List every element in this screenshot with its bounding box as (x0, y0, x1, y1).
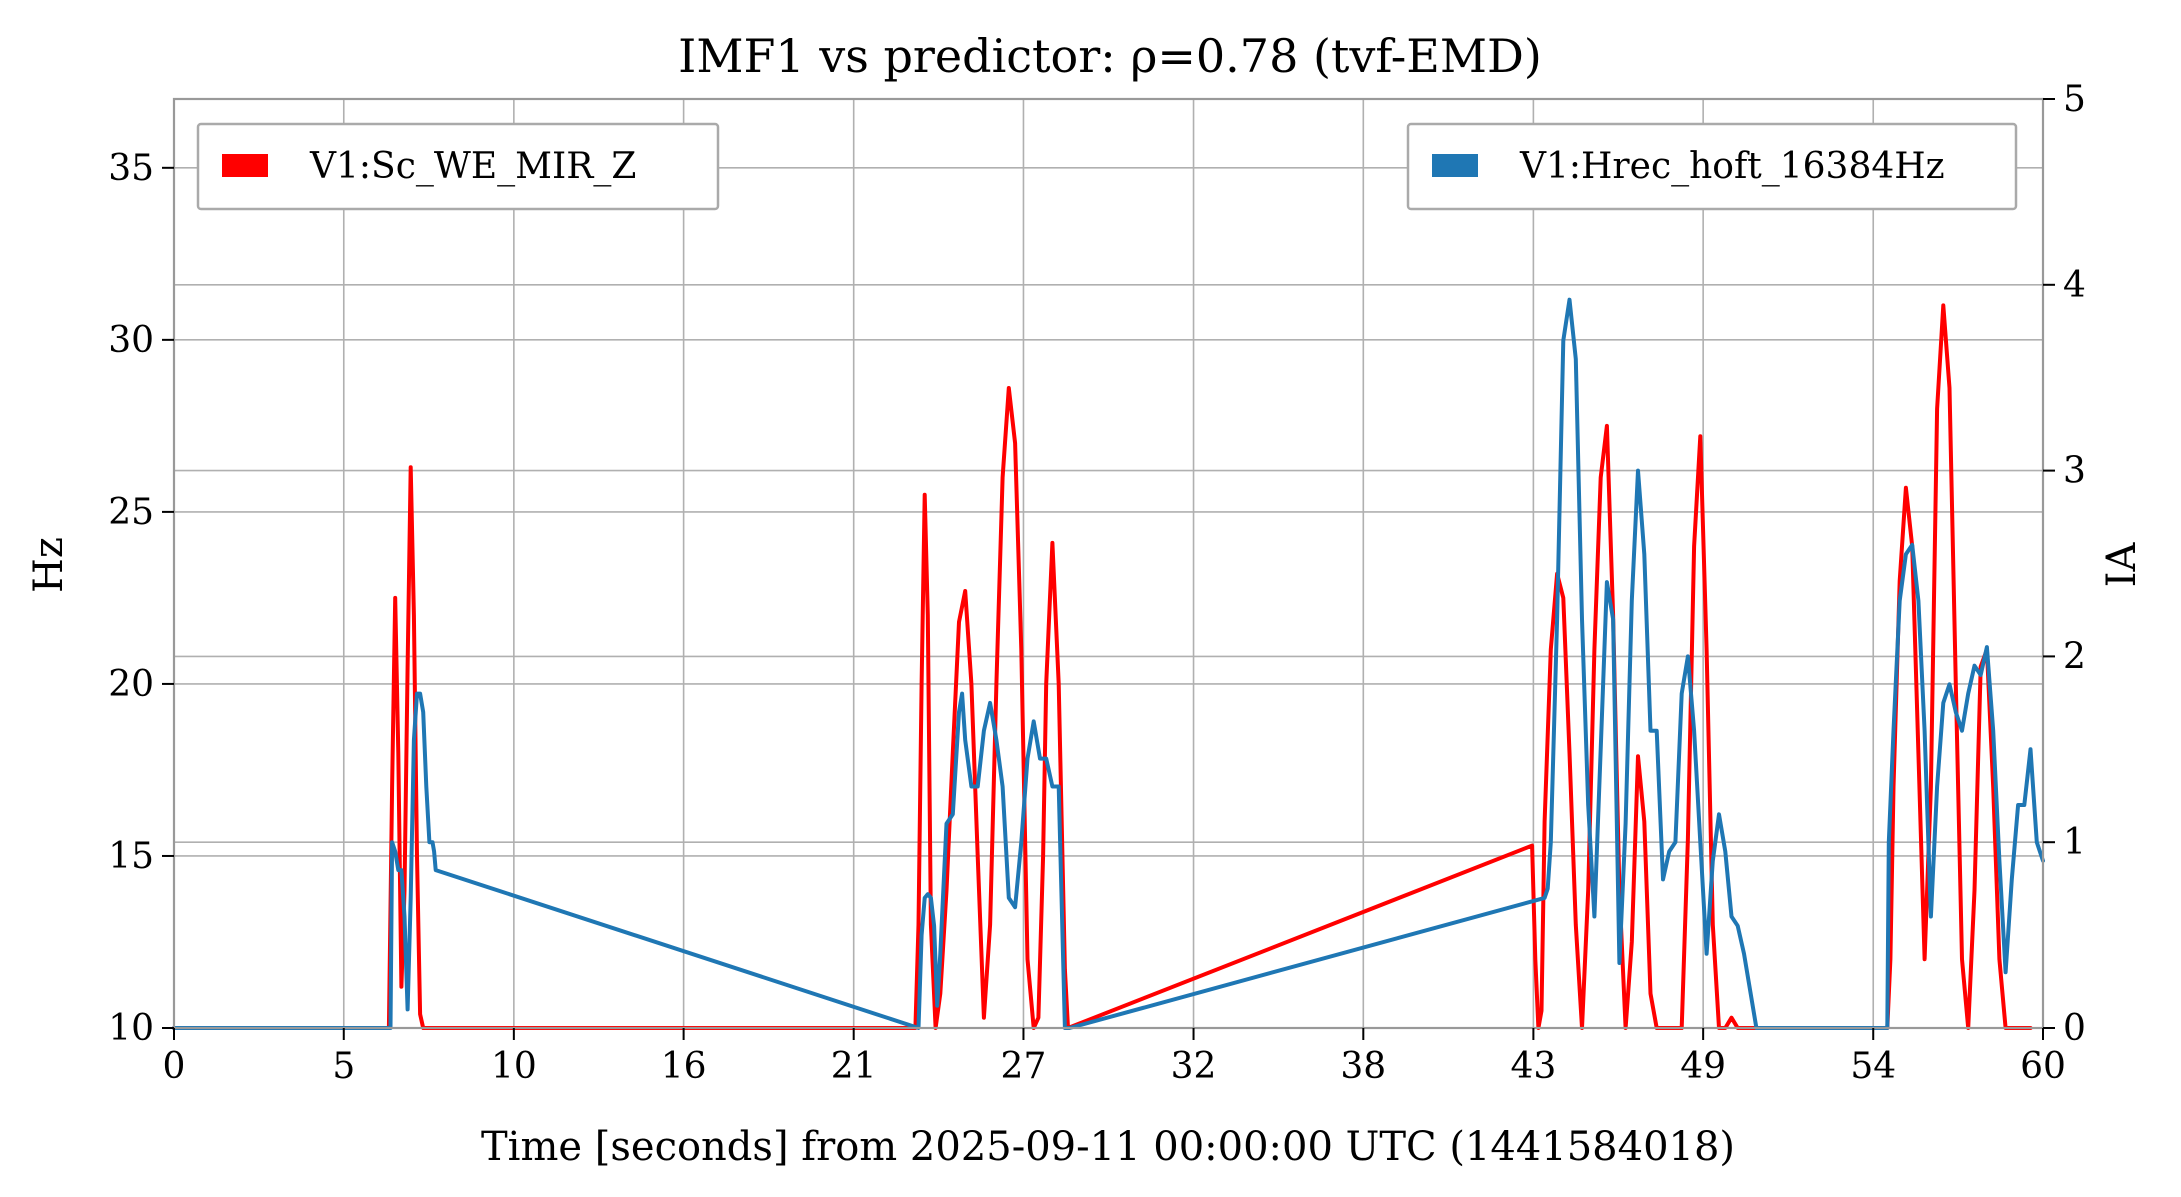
legend-left-label: V1:Sc_WE_MIR_Z (309, 146, 636, 187)
x-tick-label: 38 (1340, 1046, 1386, 1087)
y-left-tick-label: 30 (108, 320, 154, 361)
y-left-tick-label: 15 (108, 836, 154, 877)
grid-x (342, 99, 1875, 1028)
y-left-tick-label: 10 (108, 1008, 154, 1049)
legend-right-box (1406, 122, 2018, 211)
legend-left-swatch (222, 154, 268, 177)
y-right-tick-label: 1 (2063, 822, 2086, 863)
y-right-tick-label: 3 (2063, 451, 2086, 492)
x-tick-label: 27 (1001, 1046, 1047, 1087)
legend-left-box (196, 122, 720, 211)
x-axis-label: Time [seconds] from 2025-09-11 00:00:00 … (481, 1124, 1735, 1170)
y-axis-left-label: Hz (26, 537, 72, 593)
x-tick-label: 16 (661, 1046, 707, 1087)
y-right-tick-label: 4 (2063, 265, 2086, 306)
x-tick-label: 32 (1171, 1046, 1217, 1087)
plot-frame (172, 97, 2045, 1030)
legend-right-swatch (1432, 154, 1478, 177)
x-tick-label: 43 (1510, 1046, 1556, 1087)
y-right-tick-label: 5 (2063, 79, 2086, 120)
grid-left (174, 167, 2043, 857)
y-left-ticks: 10 15 20 25 30 35 (108, 148, 174, 1049)
y-left-tick-label: 25 (108, 492, 154, 533)
x-tick-label: 0 (163, 1046, 186, 1087)
x-tick-label: 54 (1850, 1046, 1896, 1087)
series-layer (172, 297, 2045, 1030)
x-tick-label: 10 (491, 1046, 537, 1087)
x-tick-label: 21 (831, 1046, 877, 1087)
x-tick-label: 60 (2020, 1046, 2066, 1087)
series-line-hrec-hoft (172, 297, 2045, 1030)
legend-left: V1:Sc_WE_MIR_Z (196, 122, 720, 211)
legend-right-label: V1:Hrec_hoft_16384Hz (1519, 146, 1945, 187)
x-tick-label: 5 (332, 1046, 355, 1087)
y-right-ticks: 0 1 2 3 4 5 (2043, 79, 2086, 1049)
y-left-tick-label: 20 (108, 664, 154, 705)
y-right-tick-label: 2 (2063, 636, 2086, 677)
chart-title: IMF1 vs predictor: ρ=0.78 (tvf-EMD) (678, 29, 1542, 83)
y-axis-right-label: IA (2099, 542, 2145, 588)
x-tick-label: 49 (1680, 1046, 1726, 1087)
legend-right: V1:Hrec_hoft_16384Hz (1406, 122, 2018, 211)
y-right-tick-label: 0 (2063, 1008, 2086, 1049)
x-ticks: 0 5 10 16 21 27 32 38 43 49 54 60 (163, 1028, 2066, 1087)
series-line-sc-we-mir-z (172, 303, 2033, 1030)
grid-right (174, 283, 2043, 844)
y-left-tick-label: 35 (108, 148, 154, 189)
